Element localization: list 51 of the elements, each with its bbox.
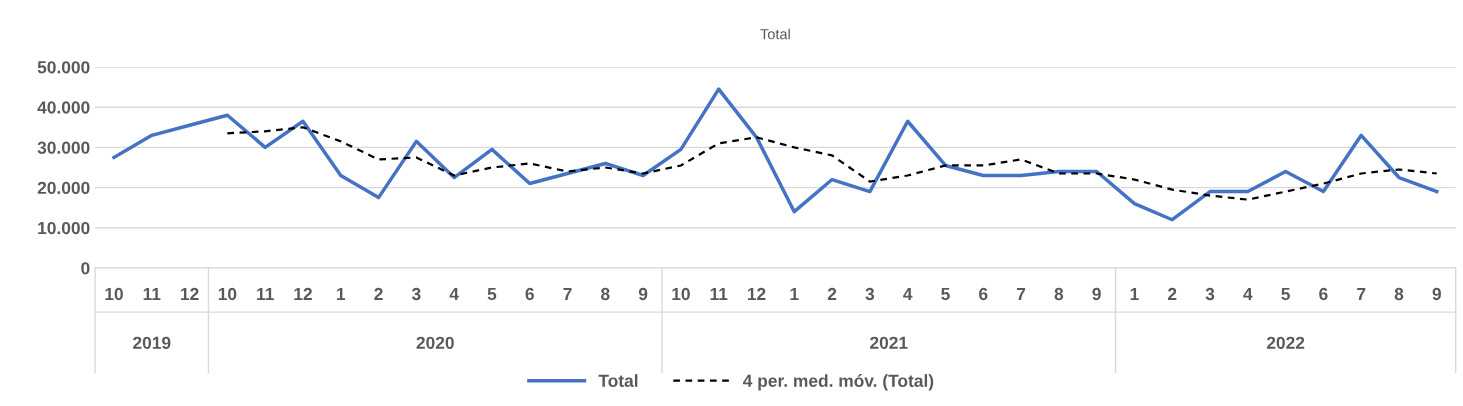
x-tick-label: 5	[1281, 288, 1290, 301]
x-tick-label: 3	[1205, 287, 1215, 301]
line-series	[226, 126, 1438, 201]
x-tick-label: 6	[979, 287, 988, 301]
x-tick-label: 2	[827, 287, 837, 300]
x-tick-label: 11	[710, 288, 728, 300]
x-tick-label: 7	[563, 288, 572, 300]
x-tick-label: 9	[1432, 287, 1441, 301]
x-tick-label: 6	[1319, 287, 1328, 301]
x-tick-label: 4	[903, 288, 913, 300]
x-tick-label: 9	[1092, 287, 1101, 301]
y-tick-label: 20.000	[37, 181, 90, 195]
x-tick-label: 6	[525, 287, 534, 301]
x-tick-label: 12	[747, 287, 766, 300]
text: 2021	[870, 336, 908, 349]
x-tick-label: 11	[257, 288, 274, 300]
text: 2020	[416, 336, 454, 349]
y-tick-label: 50.000	[37, 61, 90, 74]
x-tick-label: 3	[411, 287, 421, 301]
x-tick-label: 1	[1130, 288, 1139, 300]
chart-title: Total	[760, 28, 790, 40]
x-tick-label: 5	[941, 288, 950, 301]
x-tick-label: 8	[1054, 287, 1064, 301]
line-series	[112, 87, 1439, 222]
legend-label: Total	[598, 374, 638, 387]
x-tick-label: 3	[865, 287, 875, 301]
y-tick-label: 0	[81, 262, 90, 275]
text: 2022	[1266, 336, 1305, 349]
x-tick-label: 2	[374, 287, 383, 300]
x-tick-label: 2	[1168, 287, 1177, 300]
legend-label: 4 per. med. móv. (Total)	[742, 374, 934, 391]
x-tick-label: 11	[143, 288, 161, 300]
x-tick-label: 7	[1016, 288, 1026, 300]
x-tick-label: 1	[337, 288, 346, 300]
y-tick-label: 10.000	[38, 221, 90, 235]
x-tick-label: 7	[1357, 288, 1366, 300]
x-tick-label: 1	[790, 288, 799, 300]
x-tick-label: 5	[487, 288, 497, 301]
x-tick-label: 4	[449, 288, 459, 300]
x-tick-label: 10	[105, 287, 123, 301]
x-tick-label: 10	[672, 287, 690, 301]
x-tick-label: 8	[601, 287, 610, 301]
y-tick-label: 40.000	[37, 101, 90, 114]
x-tick-label: 9	[638, 287, 648, 301]
x-tick-label: 12	[294, 287, 312, 300]
y-tick-label: 30.000	[37, 141, 90, 154]
x-tick-label: 4	[1243, 288, 1253, 300]
x-tick-label: 12	[181, 287, 199, 300]
x-tick-label: 10	[218, 287, 237, 301]
text: 2019	[133, 336, 171, 349]
x-tick-label: 8	[1394, 287, 1404, 301]
